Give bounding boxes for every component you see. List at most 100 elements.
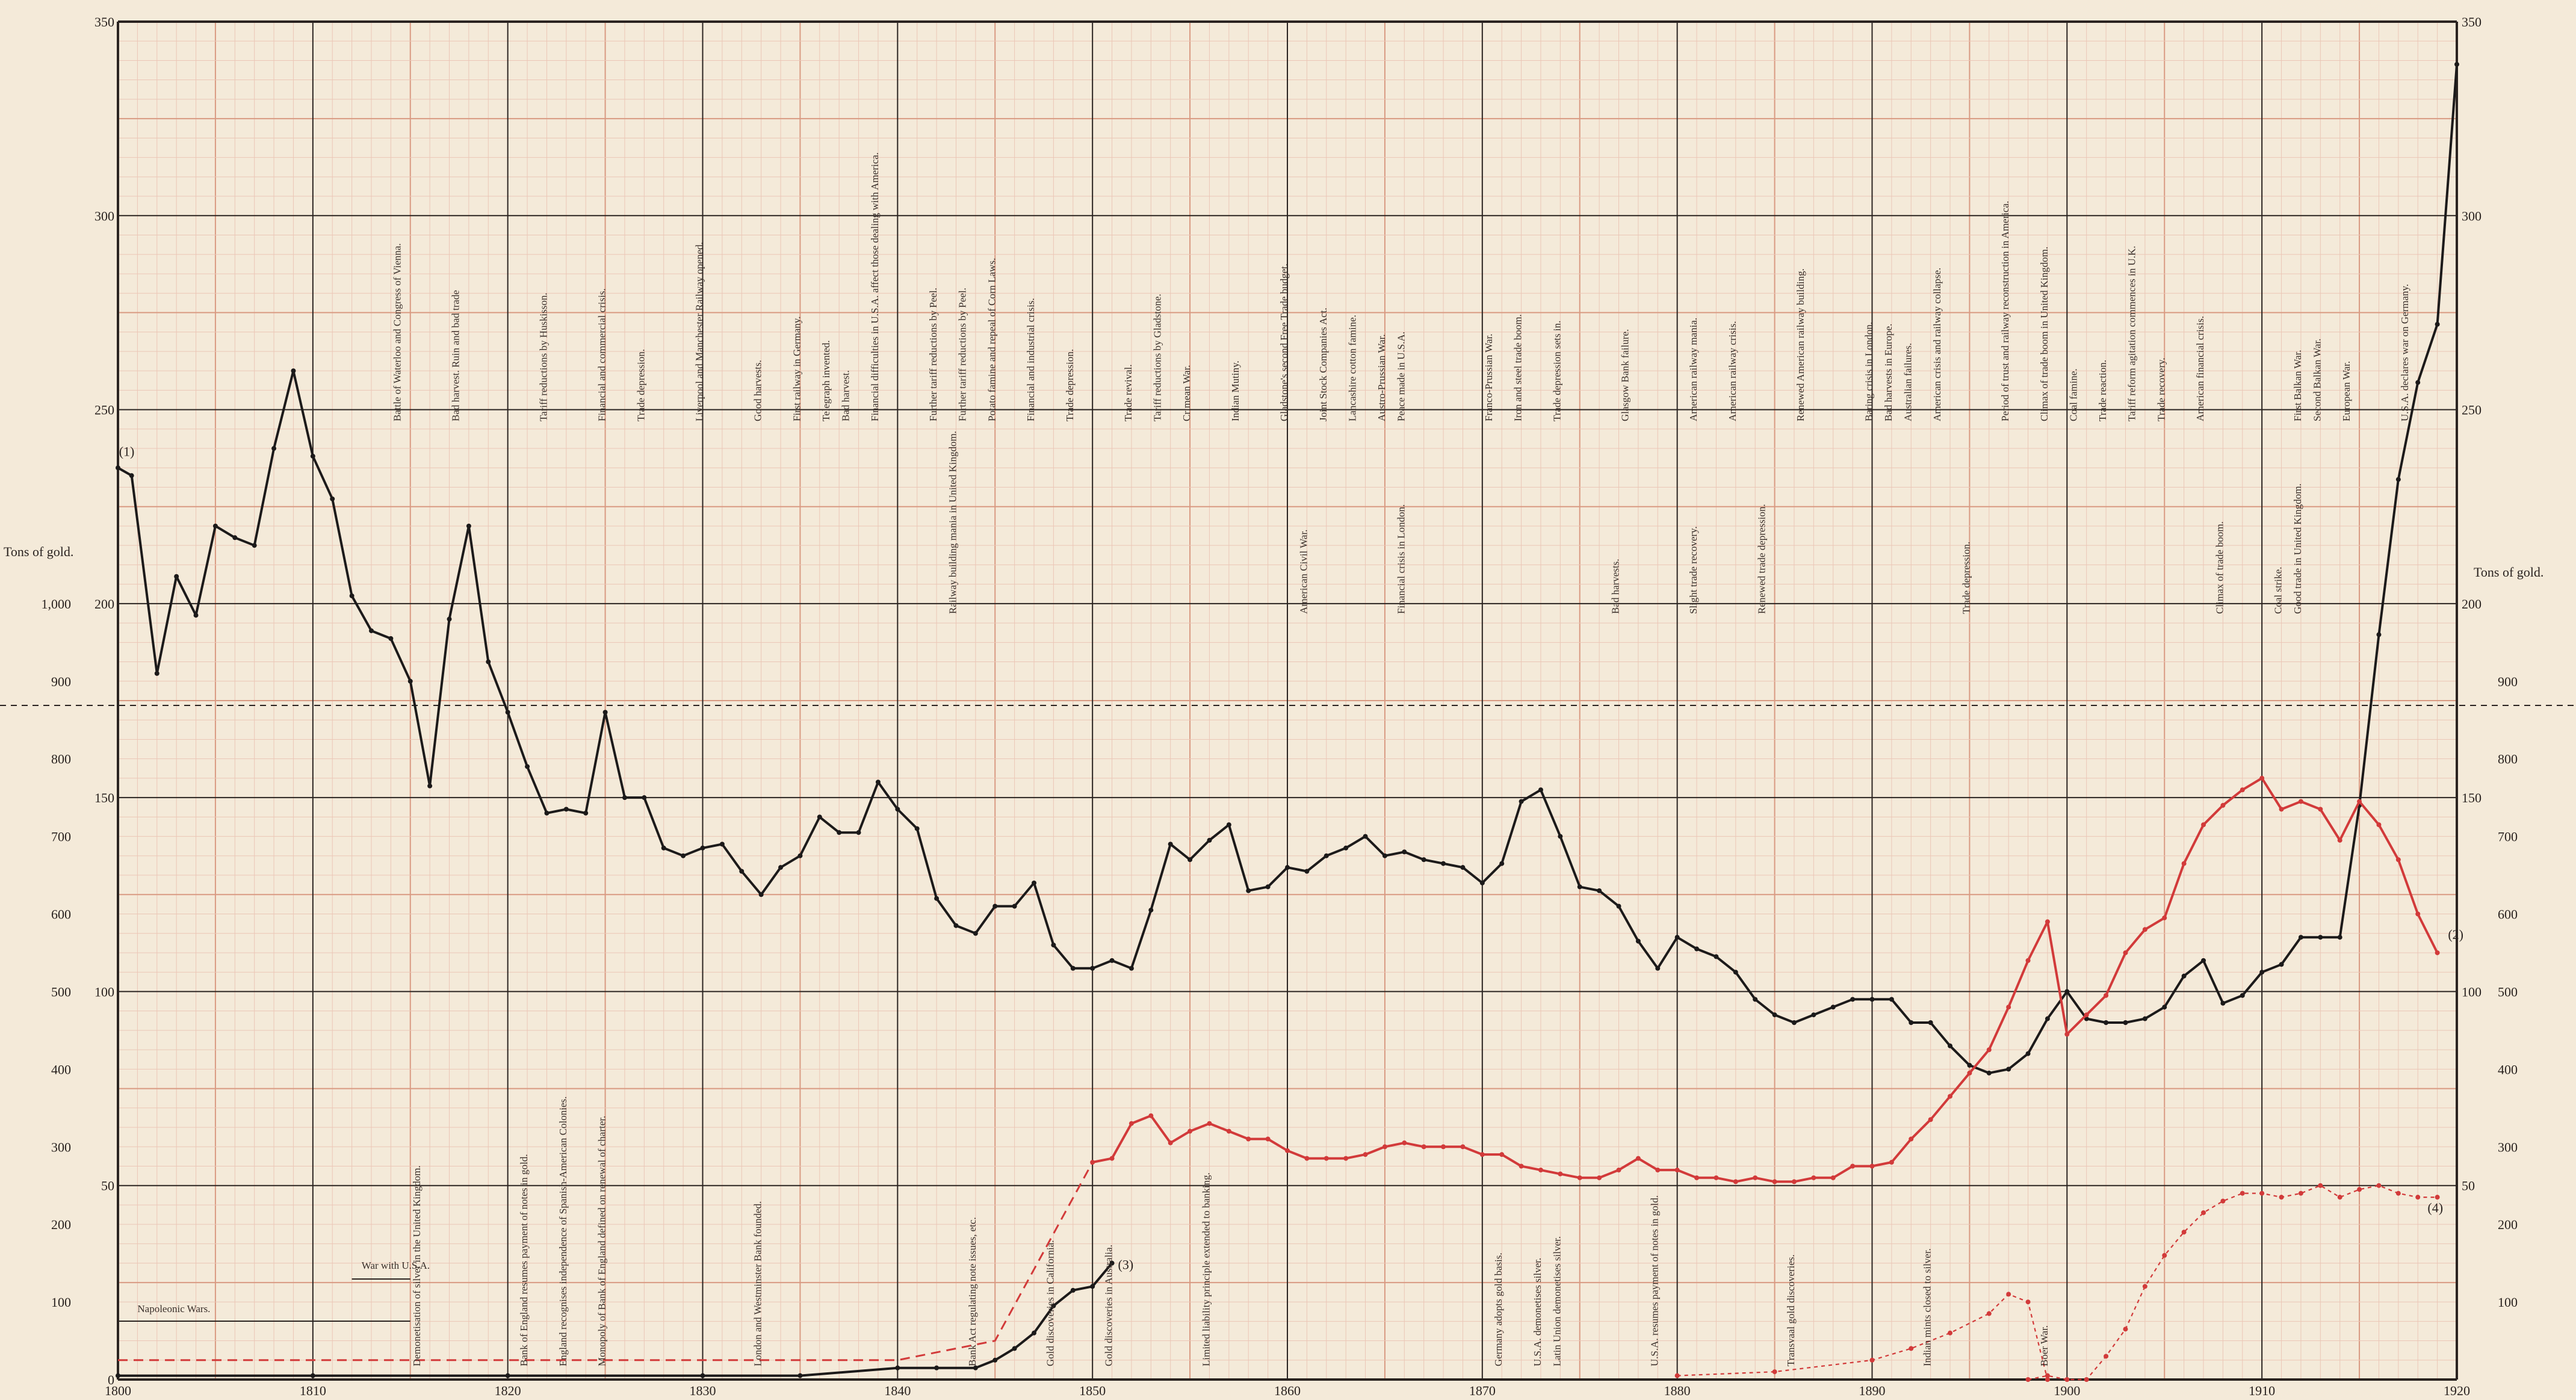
data-point xyxy=(1948,1330,1953,1336)
annotation-upper: Trade depression. xyxy=(1064,349,1076,421)
annotation-upper: Further tariff reductions by Peel. xyxy=(957,288,968,421)
data-point xyxy=(1265,1136,1271,1142)
data-point xyxy=(2181,973,2187,979)
series-label: (3) xyxy=(1118,1257,1134,1272)
x-tick-label: 1900 xyxy=(2054,1383,2080,1398)
data-point xyxy=(2395,477,2401,482)
data-point xyxy=(856,830,861,835)
data-point xyxy=(2064,1377,2070,1382)
data-point xyxy=(1616,903,1621,909)
data-point xyxy=(2025,1377,2031,1382)
data-point xyxy=(1460,1144,1466,1150)
left-inner-tick-label: 0 xyxy=(108,1372,114,1387)
data-point xyxy=(174,574,179,579)
annotation-upper: Peace made in U.S.A. xyxy=(1395,332,1407,421)
data-point xyxy=(2259,970,2265,975)
annotation-upper: Lancashire cotton famine. xyxy=(1346,315,1358,421)
data-point xyxy=(719,841,725,847)
data-point xyxy=(1207,1121,1212,1126)
data-point xyxy=(129,473,134,479)
data-point xyxy=(1558,834,1563,839)
annotation-mid: Railway building mania in United Kingdom… xyxy=(947,431,958,614)
left-outer-tick-label: 900 xyxy=(51,674,71,689)
right-inner-tick-label: 300 xyxy=(2462,208,2482,223)
data-point xyxy=(1032,880,1037,885)
data-point xyxy=(2240,993,2245,998)
data-point xyxy=(1148,908,1154,913)
left-inner-tick-label: 350 xyxy=(94,14,114,29)
data-point xyxy=(700,1373,705,1378)
annotation-upper: First Balkan War. xyxy=(2292,350,2303,421)
annotation-lower: U.S.A. demonetises silver. xyxy=(1532,1258,1543,1366)
data-point xyxy=(1109,958,1115,963)
x-tick-label: 1860 xyxy=(1274,1383,1301,1398)
data-point xyxy=(2279,807,2284,812)
data-point xyxy=(1343,1156,1349,1161)
data-point xyxy=(895,807,900,812)
right-inner-tick-label: 100 xyxy=(2462,984,2482,999)
data-point xyxy=(1753,997,1758,1002)
annotation-lower: Bank of England resumes payment of notes… xyxy=(518,1154,530,1366)
data-point xyxy=(992,1357,998,1363)
data-point xyxy=(2045,1373,2050,1378)
annotation-upper: Bad harvests in Europe. xyxy=(1883,324,1894,421)
data-point xyxy=(1343,845,1349,850)
data-point xyxy=(1012,903,1017,909)
annotation-upper: Franco-Prussian War. xyxy=(1483,333,1494,421)
data-point xyxy=(563,807,569,812)
annotations: Battle of Waterloo and Congress of Vienn… xyxy=(118,152,2410,1366)
annotation-upper: Telegraph invented. xyxy=(820,340,832,421)
x-tick-label: 1850 xyxy=(1079,1383,1106,1398)
annotation-mid: American Civil War. xyxy=(1298,530,1309,614)
data-point xyxy=(1265,884,1271,890)
data-point xyxy=(116,465,120,471)
data-point xyxy=(1324,1156,1329,1161)
data-point xyxy=(1694,1175,1700,1180)
data-point xyxy=(2357,799,2362,804)
data-point xyxy=(1226,1129,1231,1134)
data-point xyxy=(1558,1171,1563,1177)
left-outer-tick-label: 700 xyxy=(51,829,71,844)
data-point xyxy=(2298,935,2303,940)
data-point xyxy=(1148,1113,1154,1118)
right-outer-tick-label: 900 xyxy=(2498,674,2518,689)
data-point xyxy=(778,865,784,870)
annotation-mid: Financial crisis in London. xyxy=(1395,504,1407,614)
data-point xyxy=(1772,1179,1777,1185)
annotation-upper: American financial crisis. xyxy=(2194,316,2206,421)
data-point xyxy=(583,810,589,816)
data-point xyxy=(1226,822,1231,828)
data-point xyxy=(291,368,296,374)
data-point xyxy=(1928,1117,1933,1123)
data-point xyxy=(817,814,822,820)
data-point xyxy=(2337,1195,2342,1200)
data-point xyxy=(349,593,355,598)
data-point xyxy=(525,764,530,769)
data-point xyxy=(368,628,374,633)
data-point xyxy=(1499,1152,1505,1157)
annotation-upper: Potato famine and repeal of Corn Laws. xyxy=(986,258,997,421)
data-point xyxy=(1304,869,1310,874)
data-point xyxy=(2006,1067,2011,1072)
left-inner-tick-label: 150 xyxy=(94,790,114,805)
data-point xyxy=(642,795,647,801)
data-point xyxy=(505,710,510,715)
data-point xyxy=(758,892,764,897)
annotation-upper: American railway mania. xyxy=(1688,318,1699,421)
data-point xyxy=(1441,1144,1446,1150)
right-inner-tick-label: 200 xyxy=(2462,596,2482,612)
annotation-upper: Trade revival. xyxy=(1122,364,1134,421)
data-point xyxy=(2435,321,2440,327)
data-point xyxy=(2142,927,2147,932)
data-point xyxy=(2415,380,2421,385)
data-point xyxy=(2298,1191,2303,1196)
data-point xyxy=(486,659,491,664)
data-point xyxy=(1129,1121,1134,1126)
data-point xyxy=(2045,1377,2050,1382)
data-point xyxy=(310,1373,315,1378)
data-point xyxy=(1597,1175,1602,1180)
annotation-lower: U.S.A. resumes payment of notes in gold. xyxy=(1649,1195,1660,1366)
annotation-upper: Climax of trade boom in United Kingdom. xyxy=(2039,247,2050,421)
data-point xyxy=(2240,1191,2245,1196)
data-point xyxy=(2045,919,2050,925)
